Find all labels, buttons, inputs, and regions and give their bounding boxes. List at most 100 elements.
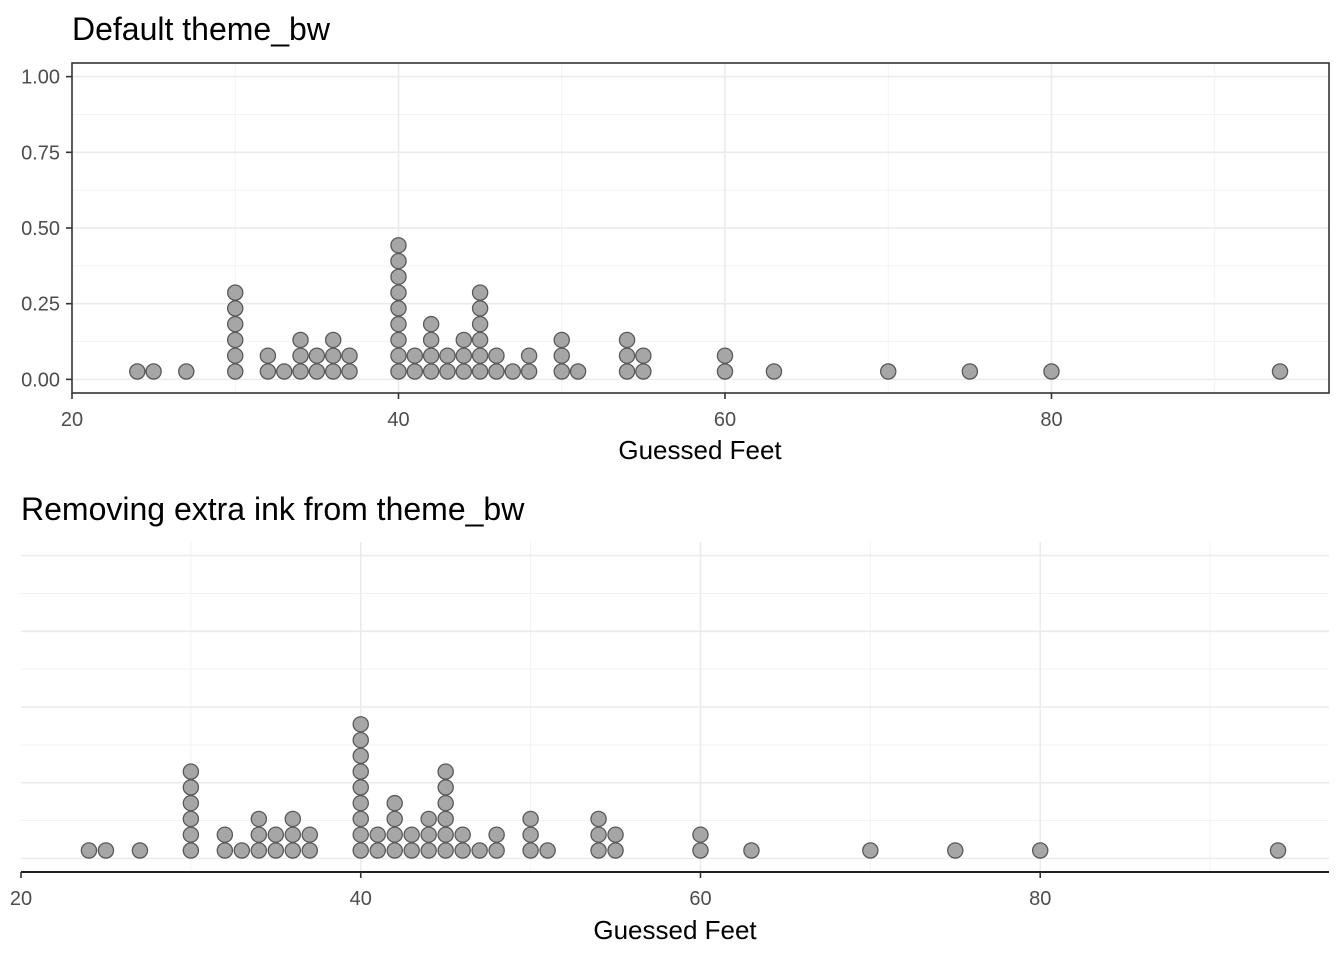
data-dot xyxy=(590,826,607,843)
data-dot xyxy=(437,842,454,859)
data-dot xyxy=(947,842,964,859)
data-dot xyxy=(607,826,624,843)
data-dot xyxy=(131,842,149,859)
data-dot xyxy=(341,363,358,380)
data-dot xyxy=(607,842,624,859)
data-dot xyxy=(386,826,403,843)
data-dot xyxy=(233,842,251,859)
data-dot xyxy=(553,347,570,364)
data-dot xyxy=(439,347,456,364)
data-dot xyxy=(352,731,369,749)
data-dot xyxy=(352,842,369,859)
data-dot xyxy=(635,363,652,380)
data-dot xyxy=(471,331,489,349)
data-dot xyxy=(471,284,489,301)
data-dot xyxy=(386,794,403,812)
data-dot xyxy=(437,779,454,796)
data-dot xyxy=(80,842,98,859)
data-dot xyxy=(216,826,234,843)
data-dot xyxy=(390,237,407,254)
data-dot xyxy=(403,842,420,859)
data-dot xyxy=(182,794,200,812)
x-tick-label: 40 xyxy=(350,888,372,910)
data-dot xyxy=(292,363,309,380)
data-dot xyxy=(522,826,539,843)
data-dot xyxy=(862,842,879,859)
data-dot xyxy=(1271,363,1289,380)
data-dot xyxy=(386,810,403,828)
data-dot xyxy=(267,826,285,843)
data-dot xyxy=(390,363,407,380)
x-tick-label: 60 xyxy=(689,888,711,910)
data-dot xyxy=(352,826,369,843)
data-dot xyxy=(259,347,277,364)
data-dot xyxy=(390,300,407,317)
data-dot xyxy=(284,810,302,828)
data-dot xyxy=(455,331,473,349)
data-dot xyxy=(390,268,407,286)
data-dot xyxy=(352,763,369,780)
data-dot xyxy=(145,363,162,380)
data-dot xyxy=(716,347,734,364)
data-dot xyxy=(488,363,505,380)
data-dot xyxy=(227,363,244,380)
data-dot xyxy=(553,363,570,380)
x-tick-label: 20 xyxy=(61,409,83,431)
y-tick-label: 0.75 xyxy=(21,142,60,164)
bottom-chart-grid xyxy=(21,542,1329,872)
data-dot xyxy=(390,284,407,301)
top-chart-axes: 20 40 60 80 0.00 0.25 0.50 0.75 1.00 xyxy=(21,62,1330,431)
data-dot xyxy=(227,300,244,317)
data-dot xyxy=(284,826,302,843)
data-dot xyxy=(352,794,369,812)
top-x-axis-title: Guessed Feet xyxy=(618,435,782,465)
top-chart-dots xyxy=(129,237,1289,380)
data-dot xyxy=(227,347,244,364)
data-dot xyxy=(879,363,897,380)
data-dot xyxy=(1031,842,1049,859)
y-tick-label: 0.00 xyxy=(21,369,60,391)
data-dot xyxy=(352,810,369,828)
data-dot xyxy=(420,826,437,843)
data-dot xyxy=(504,363,522,380)
x-tick-label: 20 xyxy=(10,888,32,910)
data-dot xyxy=(692,842,709,859)
data-dot xyxy=(352,716,369,733)
x-tick-label: 80 xyxy=(1029,888,1051,910)
data-dot xyxy=(324,331,342,349)
data-dot xyxy=(267,842,285,859)
data-dot xyxy=(618,363,636,380)
data-dot xyxy=(520,347,538,364)
data-dot xyxy=(182,826,200,843)
data-dot xyxy=(390,347,407,364)
data-dot xyxy=(390,315,407,333)
data-dot xyxy=(422,315,440,333)
data-dot xyxy=(420,810,437,828)
data-dot xyxy=(301,842,319,859)
data-dot xyxy=(386,842,403,859)
data-dot xyxy=(765,363,783,380)
data-dot xyxy=(488,842,505,859)
data-dot xyxy=(406,363,424,380)
y-tick-label: 0.50 xyxy=(21,218,60,240)
data-dot xyxy=(590,842,607,859)
data-dot xyxy=(1043,363,1060,380)
data-dot xyxy=(182,810,200,828)
data-dot xyxy=(275,363,293,380)
data-dot xyxy=(352,779,369,796)
data-dot xyxy=(292,331,309,349)
top-dotplot-panel: Default theme_bw 20 40 60 80 0.00 0.25 0.50 0.7… xyxy=(21,11,1330,465)
data-dot xyxy=(182,763,200,780)
data-dot xyxy=(369,842,386,859)
data-dot xyxy=(250,810,268,828)
data-dot xyxy=(178,363,195,380)
data-dot xyxy=(308,347,326,364)
bottom-chart-title: Removing extra ink from theme_bw xyxy=(21,491,525,527)
data-dot xyxy=(129,363,146,380)
data-dot xyxy=(352,747,369,765)
bottom-chart-dots xyxy=(80,716,1287,859)
data-dot xyxy=(635,347,652,364)
data-dot xyxy=(227,315,244,333)
data-dot xyxy=(422,331,440,349)
